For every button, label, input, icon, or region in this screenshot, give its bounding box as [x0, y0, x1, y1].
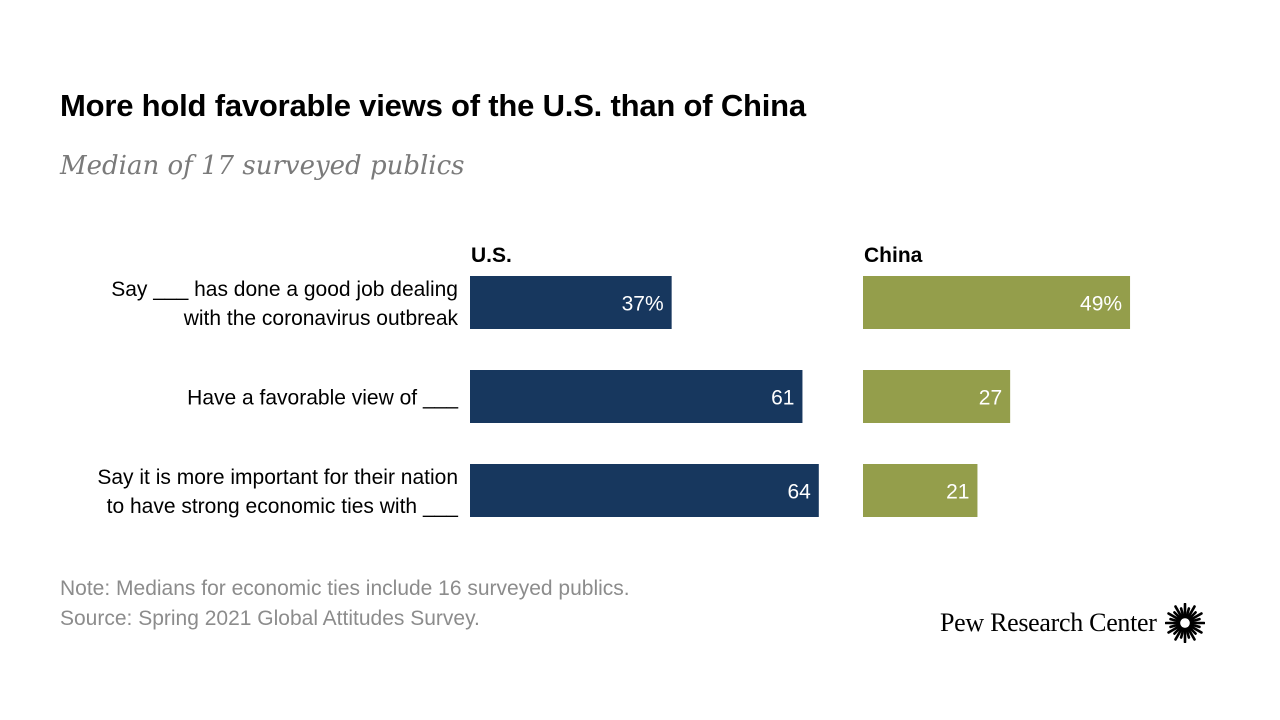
bar-0-0 — [470, 276, 672, 329]
chart-subtitle: Median of 17 surveyed publics — [60, 151, 465, 181]
bar-1-0 — [863, 276, 1131, 329]
source-text: Source: Spring 2021 Global Attitudes Sur… — [60, 607, 480, 630]
value-label-0-0: 37% — [622, 293, 664, 316]
value-label-1-2: 21 — [946, 481, 969, 504]
category-label-2-1: to have strong economic ties with ___ — [107, 495, 459, 518]
series-header-1: China — [864, 244, 923, 267]
chart-title: More hold favorable views of the U.S. th… — [60, 88, 806, 123]
category-label-1-0: Have a favorable view of ___ — [187, 387, 458, 410]
value-label-1-1: 27 — [979, 387, 1002, 410]
bar-1-1 — [863, 370, 1011, 423]
brand-name: Pew Research Center — [940, 608, 1157, 637]
value-label-1-0: 49% — [1080, 293, 1122, 316]
value-label-0-2: 64 — [787, 481, 811, 504]
series-header-0: U.S. — [471, 244, 512, 267]
category-label-2-0: Say it is more important for their natio… — [97, 466, 458, 489]
category-label-0-0: Say ___ has done a good job dealing — [111, 278, 458, 301]
bar-0-1 — [470, 370, 803, 423]
bar-1-2 — [863, 464, 978, 517]
bar-chart: U.S. China Say ___ has done a good job dea… — [97, 244, 1131, 518]
pew-sunburst-icon — [1164, 603, 1205, 643]
note-text: Note: Medians for economic ties include … — [60, 577, 630, 600]
bar-0-2 — [470, 464, 819, 517]
category-label-0-1: with the coronavirus outbreak — [183, 307, 459, 330]
brand-logo: Pew Research Center — [940, 603, 1205, 643]
value-label-0-1: 61 — [771, 387, 794, 410]
